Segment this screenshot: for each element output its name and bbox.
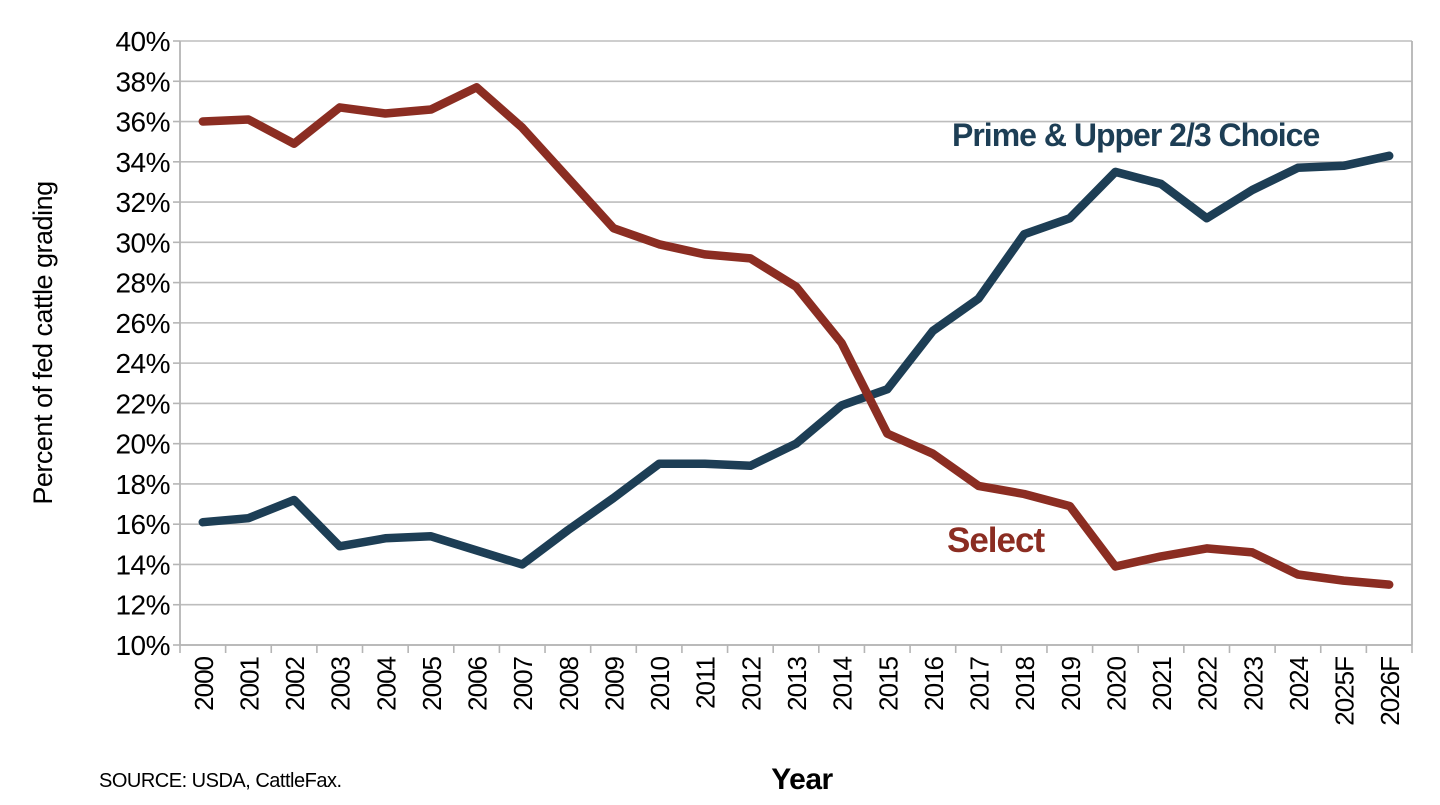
x-tick-label: 2013: [782, 656, 812, 710]
y-tick-label: 12%: [115, 590, 170, 621]
series-lines: [198, 83, 1394, 589]
y-tick-label: 34%: [115, 147, 170, 178]
y-tick-label: 38%: [115, 66, 170, 97]
y-tick-label: 10%: [115, 630, 170, 661]
y-tick-label: 14%: [115, 549, 170, 580]
x-tick-label: 2007: [508, 656, 538, 710]
y-tick-label: 24%: [115, 348, 170, 379]
prime-upper-choice-line: [198, 151, 1394, 569]
prime-series-label: Prime & Upper 2/3 Choice: [952, 117, 1319, 153]
y-tick-label: 16%: [115, 509, 170, 540]
x-axis-title: Year: [771, 763, 833, 796]
x-tick-label: 2017: [965, 656, 995, 710]
y-tick-label: 40%: [115, 26, 170, 57]
x-tick-label: 2011: [691, 656, 721, 708]
x-tick-label: 2002: [280, 656, 310, 710]
x-tick-label: 2023: [1238, 656, 1268, 710]
x-tick-label: 2000: [189, 656, 219, 710]
x-tick-label: 2008: [554, 656, 584, 710]
x-tick-label: 2012: [736, 656, 766, 710]
x-tick-label: 2018: [1010, 656, 1040, 710]
x-tick-label: 2003: [326, 656, 356, 710]
x-tick-label: 2014: [828, 656, 858, 710]
x-tick-labels: 2000 2001 2002 2003 2004 2005 2006 2007 2008 2009…: [189, 656, 1405, 725]
x-tick-label: 2026F: [1375, 657, 1405, 726]
x-tick-label: 2006: [463, 656, 493, 710]
select-series-label: Select: [947, 521, 1045, 560]
x-tick-label: 2025F: [1330, 657, 1360, 726]
y-tick-label: 26%: [115, 308, 170, 339]
x-tick-label: 2021: [1147, 656, 1177, 710]
y-axis-title: Percent of fed cattle grading: [28, 181, 58, 504]
y-tick-label: 18%: [115, 469, 170, 500]
x-tick-label: 2009: [599, 656, 629, 710]
axes: [173, 40, 1413, 653]
x-tick-label: 2019: [1056, 656, 1086, 710]
x-tick-label: 2024: [1284, 656, 1314, 710]
x-tick-label: 2016: [919, 656, 949, 710]
x-tick-label: 2022: [1193, 656, 1223, 710]
x-tick-label: 2001: [234, 656, 264, 710]
y-tick-label: 30%: [115, 227, 170, 258]
y-tick-label: 28%: [115, 268, 170, 299]
x-tick-label: 2020: [1101, 656, 1131, 710]
y-tick-label: 20%: [115, 429, 170, 460]
x-tick-label: 2010: [645, 656, 675, 710]
y-tick-labels: 10% 12% 14% 16% 18% 20% 22% 24% 26% 28% 30% 32% 34% 3…: [115, 26, 170, 661]
y-tick-label: 36%: [115, 107, 170, 138]
y-tick-label: 22%: [115, 388, 170, 419]
y-tick-label: 32%: [115, 187, 170, 218]
select-line: [198, 83, 1394, 589]
x-tick-label: 2004: [371, 656, 401, 710]
x-tick-label: 2005: [417, 656, 447, 710]
source-note: SOURCE: USDA, CattleFax.: [99, 770, 342, 792]
x-tick-label: 2015: [873, 656, 903, 710]
